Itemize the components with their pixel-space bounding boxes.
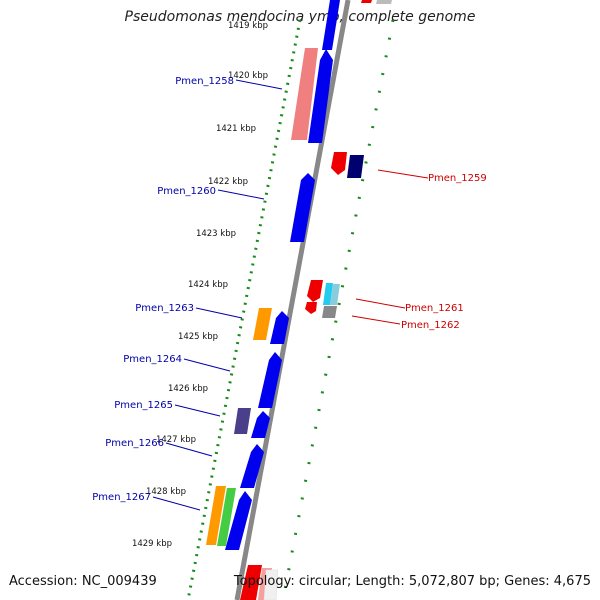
gene-block[interactable] xyxy=(322,0,340,50)
gene-arrow[interactable] xyxy=(225,491,252,550)
gene-arrow[interactable] xyxy=(307,280,323,302)
tick-label: 1425 kbp xyxy=(178,332,218,342)
genes xyxy=(206,0,392,600)
gene-label[interactable]: Pmen_1264 xyxy=(123,354,182,365)
gene-block[interactable] xyxy=(217,488,236,546)
gene-arrow[interactable] xyxy=(305,302,317,314)
gene-block[interactable] xyxy=(361,0,372,3)
gene-block[interactable] xyxy=(263,569,279,600)
gene-label[interactable]: Pmen_1259 xyxy=(428,173,487,184)
gene-block[interactable] xyxy=(234,408,251,434)
gene-block[interactable] xyxy=(206,486,226,545)
gene-arrow[interactable] xyxy=(258,352,282,408)
tick-label: 1421 kbp xyxy=(216,124,256,134)
gene-label[interactable]: Pmen_1263 xyxy=(135,303,194,314)
accession-text: Accession: NC_009439 xyxy=(9,574,157,589)
tick-label: 1422 kbp xyxy=(208,177,248,187)
gene-block[interactable] xyxy=(322,306,337,318)
gene-block[interactable] xyxy=(347,155,364,178)
gene-label[interactable]: Pmen_1267 xyxy=(92,492,151,503)
genome-backbone xyxy=(234,0,351,600)
gene-block[interactable] xyxy=(323,283,333,305)
gene-label[interactable]: Pmen_1261 xyxy=(405,303,464,314)
topology-text: Topology: circular; Length: 5,072,807 bp… xyxy=(233,574,591,589)
gene-label[interactable]: Pmen_1266 xyxy=(105,438,164,449)
gene-labels: Pmen_1258 Pmen_1259 Pmen_1260 Pmen_1261 … xyxy=(92,76,486,503)
gene-label[interactable]: Pmen_1260 xyxy=(157,186,216,197)
tick-label: 1419 kbp xyxy=(228,21,268,31)
tick-label: 1429 kbp xyxy=(132,539,172,549)
tick-label: 1428 kbp xyxy=(146,487,186,497)
gene-arrow[interactable] xyxy=(331,152,347,175)
leader-lines xyxy=(152,79,429,511)
kbp-ticks: 1419 kbp 1420 kbp 1421 kbp 1422 kbp 1423 kbp… xyxy=(132,21,268,549)
gene-arrow[interactable] xyxy=(251,411,270,438)
gene-block[interactable] xyxy=(330,284,340,305)
gene-arrow[interactable] xyxy=(290,173,315,242)
tick-label: 1420 kbp xyxy=(228,71,268,81)
gene-label[interactable]: Pmen_1262 xyxy=(401,320,460,331)
tick-label: 1426 kbp xyxy=(168,384,208,394)
gene-arrow[interactable] xyxy=(240,444,264,488)
genome-title: Pseudomonas mendocina ymp, complete geno… xyxy=(124,9,476,25)
gene-label[interactable]: Pmen_1265 xyxy=(114,400,173,411)
tick-label: 1427 kbp xyxy=(156,435,196,445)
gene-arrow[interactable] xyxy=(270,311,289,344)
gene-arrow[interactable] xyxy=(308,49,333,143)
gene-label[interactable]: Pmen_1258 xyxy=(175,76,234,87)
tick-label: 1424 kbp xyxy=(188,280,228,290)
tick-label: 1423 kbp xyxy=(196,229,236,239)
gene-block[interactable] xyxy=(376,0,392,4)
gene-block[interactable] xyxy=(291,48,318,140)
gene-block[interactable] xyxy=(240,565,262,600)
gene-block[interactable] xyxy=(253,308,272,340)
